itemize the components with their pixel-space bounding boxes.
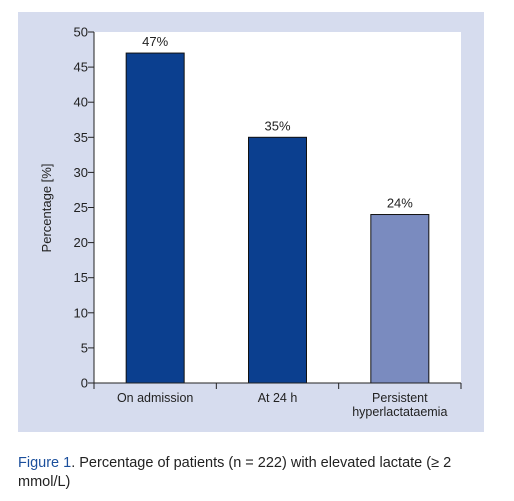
y-axis-label: Percentage [%] [39,164,54,253]
y-tick-label-0: 0 [81,376,88,391]
bar-2 [248,136,307,384]
x-tick-label-2: At 24 h [258,391,298,405]
y-tick-label-20: 20 [74,235,88,250]
y-tick-label-30: 30 [74,165,88,180]
y-tick-label-5: 5 [81,340,88,355]
bar-3 [370,214,430,384]
caption-text: . Percentage of patients (n = 222) with … [18,455,452,490]
y-tick-label-15: 15 [74,270,88,285]
data-label-3: 24% [387,196,413,211]
bar-chart: 47% 35% 24% 0 5 10 15 20 25 30 35 40 45 50 On admiss… [39,25,462,419]
data-label-1: 47% [142,34,168,49]
x-tick-label-3: Persistent hyperlactataemia [352,391,447,419]
y-tick-label-45: 45 [74,60,88,75]
bar-1 [125,52,185,384]
figure-caption: Figure 1. Percentage of patients (n = 22… [18,454,498,492]
y-tick-label-25: 25 [74,200,88,215]
y-tick-label-35: 35 [74,130,88,145]
data-label-2: 35% [264,118,290,133]
y-tick-label-50: 50 [74,25,88,40]
x-tick-label-1: On admission [117,391,193,405]
y-tick-label-40: 40 [74,95,88,110]
chart-panel: 47% 35% 24% 0 5 10 15 20 25 30 35 40 45 50 On admiss… [18,12,484,432]
caption-label: Figure 1 [18,455,72,471]
y-tick-label-10: 10 [74,305,88,320]
